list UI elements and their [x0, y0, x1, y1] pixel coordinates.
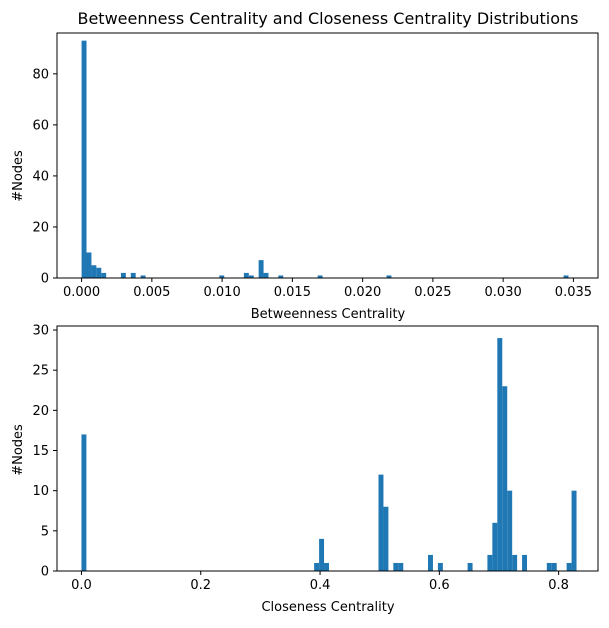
- betweenness-bar-16: [563, 275, 569, 278]
- closeness-y-tick-label: 25: [32, 364, 49, 379]
- closeness-bar-4: [378, 474, 384, 571]
- closeness-x-tick-label: 0.2: [190, 578, 211, 593]
- betweenness-x-tick-label: 0.000: [63, 285, 100, 300]
- closeness-bar-8: [428, 554, 433, 571]
- betweenness-bar-9: [243, 272, 249, 278]
- closeness-axes-frame: [56, 325, 599, 572]
- betweenness-y-tick-label: 60: [32, 118, 49, 133]
- closeness-bar-17: [522, 554, 528, 571]
- closeness-y-tick-label: 10: [32, 484, 49, 499]
- betweenness-bar-14: [317, 275, 323, 278]
- closeness-bar-1: [314, 562, 320, 571]
- betweenness-y-tick-label: 0: [41, 272, 49, 287]
- closeness-bar-5: [383, 506, 389, 571]
- betweenness-bar-15: [386, 275, 392, 278]
- betweenness-x-tick-label: 0.020: [344, 285, 381, 300]
- closeness-bar-20: [566, 562, 572, 571]
- betweenness-panel: 0.000 0.005 0.010 0.015 0.020 0.025 0.030 0.035…: [32, 32, 599, 300]
- closeness-bar-21: [571, 490, 577, 571]
- closeness-y-tick-label: 15: [32, 444, 49, 459]
- betweenness-bar-4: [101, 272, 107, 278]
- closeness-bar-10: [467, 562, 473, 571]
- betweenness-x-tick-label: 0.015: [274, 285, 311, 300]
- betweenness-bar-5: [120, 272, 126, 278]
- closeness-bar-15: [507, 490, 513, 571]
- betweenness-bar-1: [86, 252, 92, 278]
- closeness-bar-2: [319, 538, 325, 571]
- betweenness-x-tick-label: 0.005: [133, 285, 170, 300]
- closeness-bar-11: [487, 554, 493, 571]
- closeness-bar-19: [551, 562, 557, 571]
- top-x-axis-label: Betweenness Centrality: [251, 307, 406, 322]
- top-y-axis-label: #Nodes: [11, 150, 26, 202]
- betweenness-x-tick-label: 0.030: [485, 285, 522, 300]
- closeness-y-tick-label: 0: [41, 565, 49, 580]
- betweenness-bar-13: [278, 275, 284, 278]
- betweenness-bar-3: [96, 267, 102, 278]
- closeness-x-tick-label: 0.0: [71, 578, 92, 593]
- closeness-bar-16: [512, 554, 518, 571]
- betweenness-x-tick-label: 0.025: [414, 285, 451, 300]
- betweenness-bar-8: [219, 275, 225, 278]
- betweenness-y-tick-label: 20: [32, 220, 49, 235]
- closeness-y-tick-label: 5: [41, 524, 49, 539]
- closeness-panel: 0.0 0.2 0.4 0.6 0.8 0 5 10 15 20 25 30: [32, 324, 599, 593]
- closeness-bar-13: [497, 338, 503, 571]
- closeness-bar-9: [437, 562, 443, 571]
- betweenness-bar-10: [248, 275, 254, 278]
- betweenness-y-tick-label: 80: [32, 67, 49, 82]
- bottom-y-axis-label: #Nodes: [11, 424, 26, 476]
- closeness-bar-18: [546, 562, 552, 571]
- closeness-bar-0: [81, 434, 87, 571]
- chart-title: Betweenness Centrality and Closeness Cen…: [77, 9, 578, 28]
- closeness-bar-6: [393, 562, 399, 571]
- closeness-bar-12: [492, 522, 498, 571]
- closeness-x-tick-label: 0.4: [310, 578, 331, 593]
- closeness-x-tick-label: 0.8: [548, 578, 569, 593]
- betweenness-bar-12: [263, 272, 269, 278]
- betweenness-x-tick-label: 0.010: [204, 285, 241, 300]
- closeness-y-tick-label: 30: [32, 324, 49, 339]
- betweenness-bar-0: [81, 40, 87, 278]
- betweenness-bar-6: [130, 272, 136, 278]
- closeness-x-tick-label: 0.6: [429, 578, 450, 593]
- betweenness-bar-2: [91, 265, 97, 278]
- closeness-bar-14: [502, 386, 508, 571]
- betweenness-y-tick-label: 40: [32, 169, 49, 184]
- betweenness-bar-7: [140, 275, 146, 278]
- closeness-y-tick-label: 20: [32, 404, 49, 419]
- closeness-bar-3: [324, 562, 329, 571]
- closeness-bar-7: [398, 562, 404, 571]
- betweenness-bar-11: [258, 260, 264, 278]
- betweenness-axes-frame: [56, 32, 599, 279]
- bottom-x-axis-label: Closeness Centrality: [261, 600, 394, 615]
- betweenness-x-tick-label: 0.035: [555, 285, 592, 300]
